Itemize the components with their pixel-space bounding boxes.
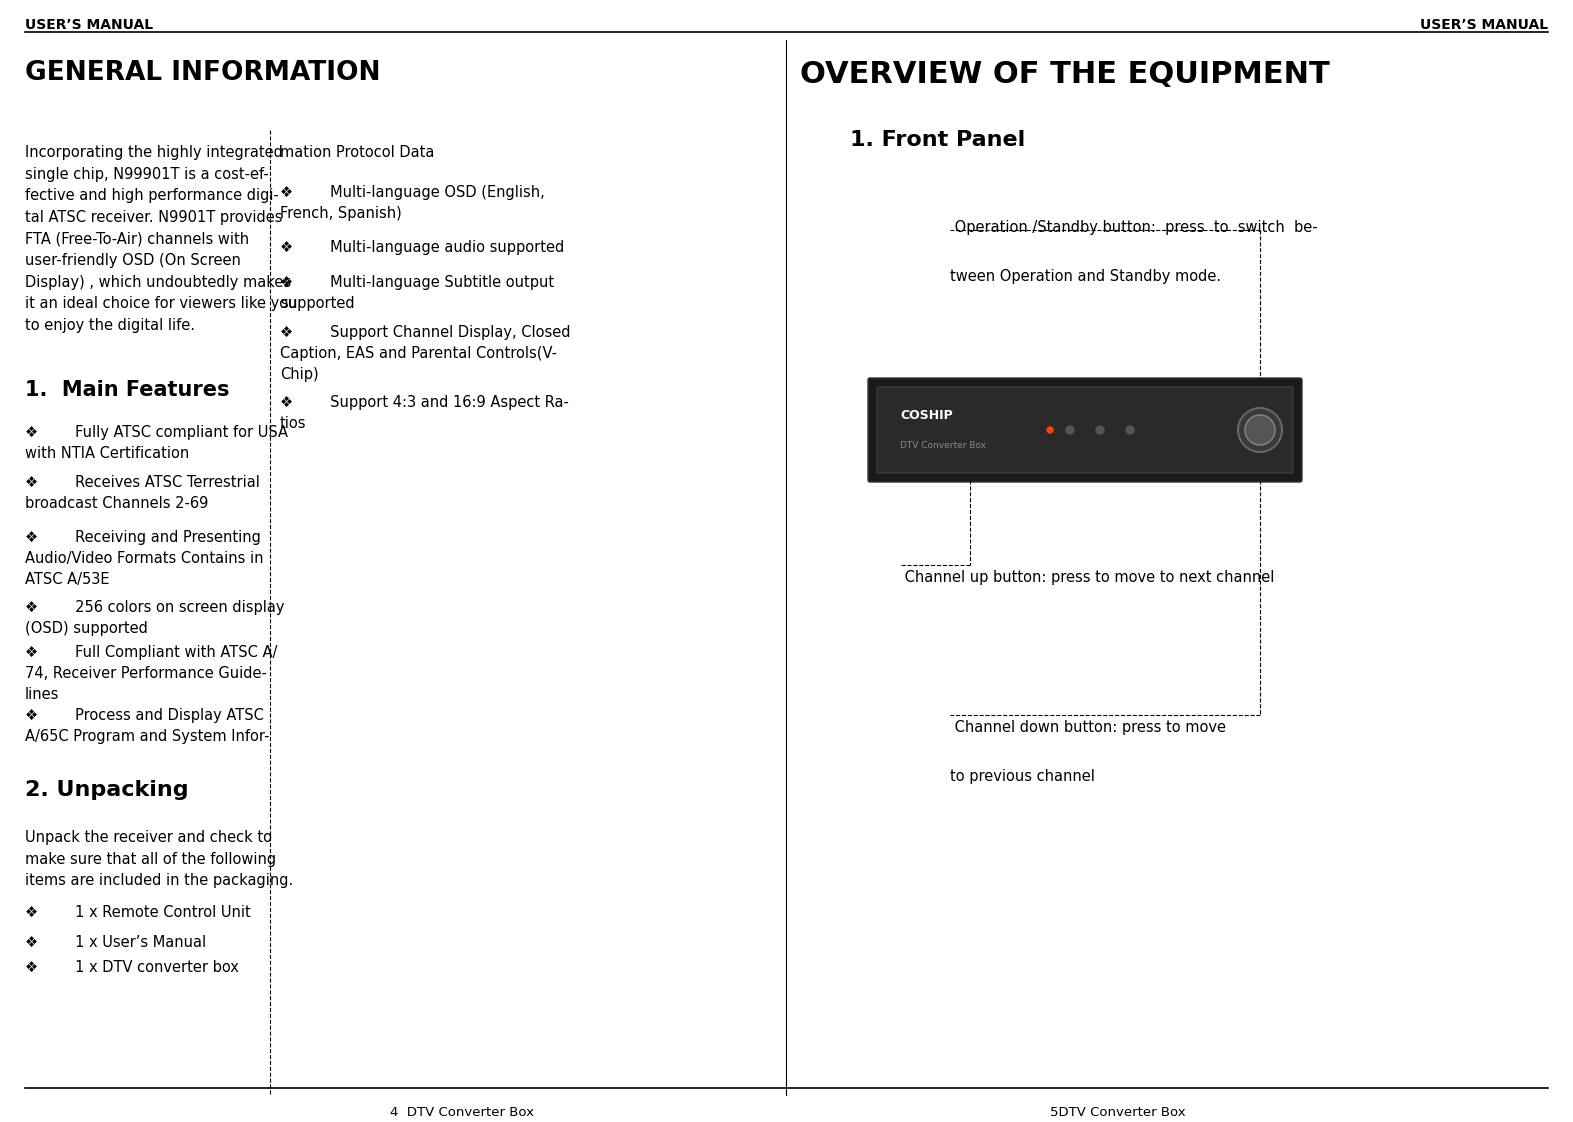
Text: ❖        256 colors on screen display
(OSD) supported: ❖ 256 colors on screen display (OSD) sup… bbox=[25, 600, 285, 636]
Text: ❖        Multi-language OSD (English,
French, Spanish): ❖ Multi-language OSD (English, French, S… bbox=[280, 185, 544, 221]
Text: 2. Unpacking: 2. Unpacking bbox=[25, 780, 189, 800]
Text: GENERAL INFORMATION: GENERAL INFORMATION bbox=[25, 59, 381, 86]
Text: Operation /Standby button:  press  to  switch  be-

tween Operation and Standby : Operation /Standby button: press to swit… bbox=[950, 220, 1318, 284]
Text: USER’S MANUAL: USER’S MANUAL bbox=[1420, 18, 1548, 33]
Text: USER’S MANUAL: USER’S MANUAL bbox=[25, 18, 153, 33]
Text: ❖        Multi-language audio supported: ❖ Multi-language audio supported bbox=[280, 240, 565, 255]
Text: ❖        Fully ATSC compliant for USA
with NTIA Certification: ❖ Fully ATSC compliant for USA with NTIA… bbox=[25, 425, 288, 461]
Text: ❖        Multi-language Subtitle output
supported: ❖ Multi-language Subtitle output support… bbox=[280, 275, 554, 311]
Circle shape bbox=[1096, 426, 1104, 434]
Text: 5DTV Converter Box: 5DTV Converter Box bbox=[1051, 1106, 1186, 1119]
Text: ❖        Receiving and Presenting
Audio/Video Formats Contains in
ATSC A/53E: ❖ Receiving and Presenting Audio/Video F… bbox=[25, 530, 264, 587]
Text: 1.  Main Features: 1. Main Features bbox=[25, 380, 230, 401]
Text: ❖        1 x User’s Manual: ❖ 1 x User’s Manual bbox=[25, 935, 206, 950]
Text: Channel up button: press to move to next channel: Channel up button: press to move to next… bbox=[900, 570, 1274, 585]
Text: 1. Front Panel: 1. Front Panel bbox=[849, 130, 1026, 150]
Circle shape bbox=[1244, 415, 1276, 445]
Text: Incorporating the highly integrated
single chip, N99901T is a cost-ef-
fective a: Incorporating the highly integrated sing… bbox=[25, 145, 297, 333]
Text: ❖        1 x DTV converter box: ❖ 1 x DTV converter box bbox=[25, 960, 239, 975]
Circle shape bbox=[1048, 427, 1052, 433]
Text: COSHIP: COSHIP bbox=[900, 408, 953, 422]
Text: 4  DTV Converter Box: 4 DTV Converter Box bbox=[390, 1106, 533, 1119]
Text: Unpack the receiver and check to
make sure that all of the following
items are i: Unpack the receiver and check to make su… bbox=[25, 830, 293, 889]
FancyBboxPatch shape bbox=[868, 378, 1302, 482]
Text: ❖        Full Compliant with ATSC A/
74, Receiver Performance Guide-
lines
❖    : ❖ Full Compliant with ATSC A/ 74, Receiv… bbox=[25, 645, 277, 744]
Text: ❖        Receives ATSC Terrestrial
broadcast Channels 2-69: ❖ Receives ATSC Terrestrial broadcast Ch… bbox=[25, 475, 260, 511]
Text: ❖        1 x Remote Control Unit: ❖ 1 x Remote Control Unit bbox=[25, 905, 250, 920]
Circle shape bbox=[1238, 408, 1282, 452]
Text: DTV Converter Box: DTV Converter Box bbox=[900, 441, 986, 450]
Text: mation Protocol Data: mation Protocol Data bbox=[280, 145, 434, 160]
Text: ❖        Support Channel Display, Closed
Caption, EAS and Parental Controls(V-
C: ❖ Support Channel Display, Closed Captio… bbox=[280, 325, 571, 381]
Text: Channel down button: press to move

to previous channel: Channel down button: press to move to pr… bbox=[950, 720, 1225, 784]
Text: OVERVIEW OF THE EQUIPMENT: OVERVIEW OF THE EQUIPMENT bbox=[801, 59, 1329, 89]
FancyBboxPatch shape bbox=[878, 387, 1293, 473]
Circle shape bbox=[1066, 426, 1074, 434]
Circle shape bbox=[1126, 426, 1134, 434]
Text: ❖        Support 4:3 and 16:9 Aspect Ra-
tios: ❖ Support 4:3 and 16:9 Aspect Ra- tios bbox=[280, 395, 569, 431]
